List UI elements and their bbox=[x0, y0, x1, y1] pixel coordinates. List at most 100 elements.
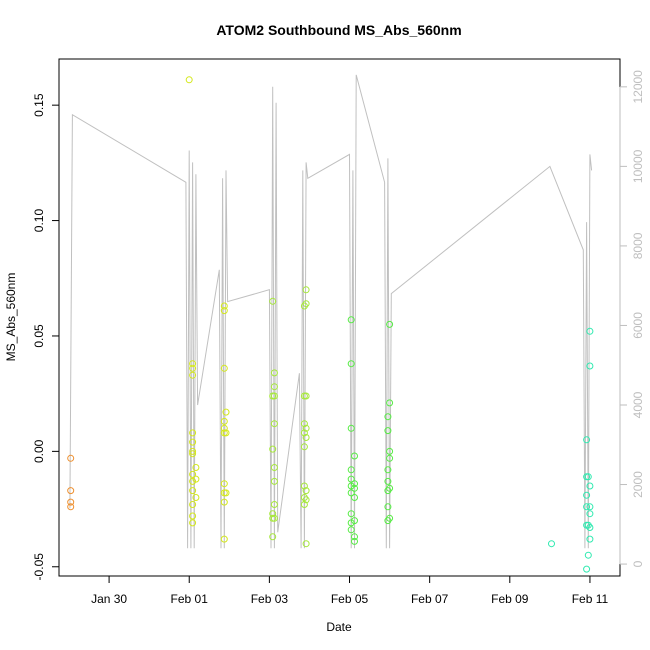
data-point-series-3 bbox=[302, 434, 310, 441]
data-point-series-1 bbox=[67, 487, 75, 495]
data-point-series-3 bbox=[300, 501, 308, 508]
data-point-series-2 bbox=[220, 364, 228, 372]
data-point-series-3 bbox=[269, 297, 277, 305]
y2-tick-label: 12000 bbox=[631, 70, 645, 104]
x-tick-label: Feb 07 bbox=[411, 592, 449, 606]
data-point-series-2 bbox=[192, 475, 200, 483]
data-point-series-5 bbox=[548, 540, 555, 548]
data-point-series-2 bbox=[220, 535, 228, 543]
data-point-series-2 bbox=[189, 364, 197, 372]
data-point-series-2 bbox=[189, 519, 197, 527]
data-point-series-5 bbox=[586, 524, 594, 531]
data-point-series-4 bbox=[347, 316, 355, 324]
data-point-series-4 bbox=[347, 489, 355, 497]
y-tick-label: 0.15 bbox=[32, 93, 46, 117]
data-point-series-2 bbox=[220, 424, 228, 432]
data-point-series-3 bbox=[302, 300, 310, 308]
data-point-series-4 bbox=[347, 510, 355, 518]
data-point-series-3 bbox=[302, 496, 310, 504]
x-tick-label: Feb 05 bbox=[331, 592, 369, 606]
y-tick-label: 0.00 bbox=[32, 439, 46, 463]
data-point-series-2 bbox=[192, 464, 200, 471]
data-point-series-4 bbox=[384, 427, 392, 435]
data-point-series-4 bbox=[347, 475, 355, 483]
data-point-series-3 bbox=[302, 540, 310, 548]
x-axis-label: Date bbox=[326, 620, 352, 634]
data-point-series-3 bbox=[300, 420, 308, 428]
data-point-series-5 bbox=[583, 491, 591, 499]
data-point-series-3 bbox=[300, 443, 308, 451]
data-point-series-2 bbox=[189, 360, 197, 368]
data-point-series-2 bbox=[220, 302, 228, 310]
data-point-series-3 bbox=[302, 392, 310, 400]
y2-tick-label: 8000 bbox=[631, 232, 645, 259]
data-point-series-2 bbox=[185, 76, 193, 84]
data-point-series-5 bbox=[586, 327, 594, 335]
y2-tick-label: 0 bbox=[631, 560, 645, 567]
y-axis-label: MS_Abs_560nm bbox=[4, 273, 18, 362]
x-tick-label: Jan 30 bbox=[91, 592, 127, 606]
data-point-series-5 bbox=[586, 503, 594, 511]
data-point-series-4 bbox=[351, 484, 358, 492]
data-point-series-5 bbox=[584, 473, 592, 481]
data-point-series-4 bbox=[347, 360, 355, 368]
data-point-series-4 bbox=[351, 537, 358, 545]
data-point-series-4 bbox=[386, 399, 394, 407]
y-tick-label: 0.10 bbox=[32, 209, 46, 233]
data-point-series-1 bbox=[67, 454, 75, 462]
data-point-series-4 bbox=[351, 533, 358, 541]
data-point-series-3 bbox=[269, 445, 277, 453]
data-point-series-2 bbox=[189, 450, 197, 458]
data-point-series-4 bbox=[386, 514, 394, 522]
data-point-series-5 bbox=[586, 362, 594, 370]
data-point-series-4 bbox=[386, 484, 394, 492]
data-point-series-5 bbox=[586, 535, 594, 543]
data-point-series-4 bbox=[386, 320, 394, 328]
secondary-line-layer bbox=[69, 74, 593, 549]
x-tick-label: Feb 03 bbox=[251, 592, 289, 606]
x-axis: Jan 30 Feb 01 Feb 03 Feb 05 Feb 07 Feb 09 Feb … bbox=[91, 575, 609, 606]
data-point-series-2 bbox=[189, 501, 197, 508]
data-point-series-4 bbox=[384, 466, 392, 474]
data-point-series-5 bbox=[583, 503, 591, 511]
data-point-series-3 bbox=[270, 383, 278, 391]
data-point-series-2 bbox=[189, 438, 197, 446]
y2-tick-label: 6000 bbox=[631, 312, 645, 339]
data-point-series-5 bbox=[583, 436, 591, 444]
data-point-series-5 bbox=[586, 510, 594, 518]
data-point-series-3 bbox=[269, 510, 277, 518]
data-point-series-4 bbox=[347, 424, 355, 432]
data-point-series-2 bbox=[220, 417, 228, 425]
y2-tick-label: 2000 bbox=[631, 471, 645, 498]
y-axis: -0.05 0.00 0.05 0.10 0.15 bbox=[32, 93, 60, 580]
data-point-series-3 bbox=[302, 286, 310, 294]
data-point-series-4 bbox=[386, 447, 394, 455]
data-point-series-2 bbox=[222, 429, 230, 437]
y2-tick-label: 4000 bbox=[631, 391, 645, 418]
data-point-series-3 bbox=[269, 533, 277, 541]
data-point-series-4 bbox=[351, 494, 358, 501]
data-point-series-3 bbox=[270, 369, 278, 377]
data-point-series-2 bbox=[222, 489, 230, 497]
data-point-series-2 bbox=[220, 498, 228, 506]
data-point-series-2 bbox=[222, 408, 230, 416]
data-point-series-2 bbox=[189, 512, 197, 520]
data-point-series-5 bbox=[583, 565, 591, 573]
data-point-series-4 bbox=[384, 413, 392, 421]
y2-axis: 0 2000 4000 6000 8000 10000 12000 bbox=[619, 70, 645, 567]
data-point-series-3 bbox=[270, 464, 278, 471]
data-point-series-3 bbox=[302, 424, 310, 432]
y-tick-label: 0.05 bbox=[32, 324, 46, 348]
data-point-series-3 bbox=[302, 487, 310, 495]
data-point-series-4 bbox=[351, 517, 358, 525]
x-tick-label: Feb 01 bbox=[171, 592, 209, 606]
data-point-series-4 bbox=[347, 526, 355, 534]
data-point-series-3 bbox=[270, 420, 278, 428]
data-point-series-3 bbox=[300, 482, 308, 490]
data-point-series-2 bbox=[189, 371, 197, 379]
points-layer bbox=[67, 76, 594, 573]
data-point-series-2 bbox=[220, 480, 228, 488]
data-point-series-2 bbox=[189, 447, 197, 455]
